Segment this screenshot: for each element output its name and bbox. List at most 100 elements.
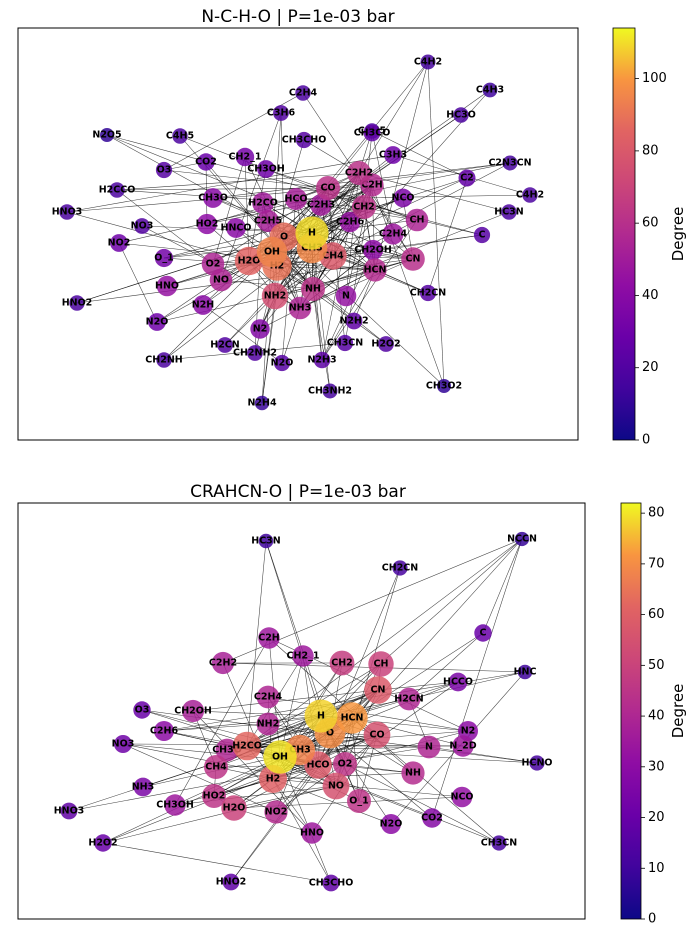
node-label: CH4: [205, 762, 227, 773]
node-label: N2H3: [307, 355, 336, 366]
network-node: C2: [458, 169, 476, 187]
node-label: CH2OH: [354, 245, 392, 256]
network-edge: [122, 743, 337, 787]
node-marker: [501, 204, 517, 220]
node-label: CH2OH: [174, 706, 212, 717]
node-label: O: [326, 728, 334, 739]
node-label: N2H4: [247, 398, 277, 409]
panel-1-colorbar-label: Degree: [669, 207, 687, 262]
network-node: HNO3: [52, 204, 82, 220]
network-edge: [345, 172, 360, 297]
node-marker: [322, 383, 338, 399]
network-panel-2: CRAHCN-O | P=1e-03 bar NCCNHNCHC3NHCNOCH…: [17, 482, 687, 927]
node-label: NH2: [264, 291, 287, 302]
node-label: NO: [328, 781, 344, 792]
network-node: CH3OH: [156, 794, 194, 816]
network-node: N2H4: [247, 395, 277, 411]
node-label: NH: [305, 284, 321, 295]
node-label: HNO2: [62, 298, 93, 309]
panel-1-title: N-C-H-O | P=1e-03 bar: [201, 7, 394, 27]
node-marker: [452, 735, 474, 757]
colorbar-tick-label: 20: [648, 810, 665, 825]
node-marker: [384, 146, 402, 164]
panel-2-colorbar-label: Degree: [669, 684, 687, 739]
network-edge: [320, 538, 523, 717]
node-marker: [273, 105, 289, 121]
node-marker: [529, 755, 545, 771]
network-node: CH3O2: [426, 379, 462, 393]
node-marker: [336, 334, 354, 352]
node-label: HCNO: [522, 758, 553, 769]
network-node: CN: [401, 247, 425, 271]
node-marker: [347, 789, 371, 813]
node-label: HC3N: [494, 207, 524, 218]
node-label: CH2NH: [145, 355, 182, 366]
network-node: N2O5: [92, 128, 122, 142]
network-node: CH2_1: [229, 147, 261, 167]
node-marker: [322, 874, 340, 892]
node-marker: [217, 337, 233, 353]
network-node: CO2: [195, 153, 217, 171]
network-node: HCNO: [522, 755, 553, 771]
node-marker: [264, 800, 288, 824]
network-node: HCO: [285, 188, 308, 210]
node-marker: [148, 313, 166, 331]
node-marker: [437, 379, 451, 393]
node-marker: [247, 345, 263, 361]
network-edge: [76, 258, 414, 304]
node-marker: [451, 786, 473, 808]
colorbar-tick-label: 50: [648, 658, 665, 673]
node-marker: [154, 248, 174, 268]
node-label: C2N3CN: [488, 158, 531, 169]
network-edge: [122, 743, 277, 813]
node-label: CH2CN: [410, 288, 447, 299]
node-marker: [100, 128, 114, 142]
network-edge: [482, 538, 523, 634]
panel-1-colorbar: 0 20 40 60 80 100 Degree: [612, 27, 687, 448]
node-label: HC3N: [251, 536, 281, 547]
node-label: CH3OH: [156, 800, 194, 811]
network-node: HC3N: [251, 533, 281, 549]
network-node: CH: [368, 651, 394, 677]
network-node: CH3OH: [247, 160, 285, 178]
network-edge: [174, 785, 337, 806]
node-label: CH3: [289, 745, 311, 756]
node-label: CH2: [353, 202, 375, 213]
network-edge: [66, 154, 394, 213]
panel-1-frame: [17, 27, 579, 441]
node-marker: [221, 795, 247, 821]
node-label: O3: [157, 165, 172, 176]
network-edge: [321, 219, 418, 361]
node-label: C4H2: [414, 57, 442, 68]
node-marker: [197, 153, 215, 171]
network-node: HNCO: [221, 218, 251, 238]
node-label: HNO: [300, 828, 324, 839]
network-node: O3: [133, 701, 151, 719]
network-edge: [220, 112, 282, 281]
node-label: C2H6: [336, 217, 365, 228]
network-node: NH2: [261, 282, 289, 310]
node-marker: [295, 216, 329, 250]
network-edge: [431, 538, 523, 819]
node-label: HCCO: [443, 677, 473, 688]
node-label: C2H6: [150, 726, 179, 737]
network-node: C4H3: [476, 82, 504, 98]
network-edge: [276, 265, 387, 345]
node-marker: [156, 275, 178, 297]
node-label: CH3CN: [327, 338, 364, 349]
node-marker: [453, 107, 469, 123]
node-label: C: [480, 628, 487, 639]
network-edge: [224, 184, 373, 346]
node-marker: [193, 295, 213, 315]
network-node: N2H3: [307, 351, 337, 369]
node-label: C2H4: [379, 229, 408, 240]
colorbar-tick-label: 20: [642, 360, 659, 375]
node-marker: [254, 395, 270, 411]
network-node: HO2: [196, 213, 218, 235]
node-marker: [502, 155, 518, 171]
network-edge: [246, 540, 267, 747]
node-label: NCCN: [507, 534, 537, 545]
node-marker: [211, 651, 235, 675]
node-marker: [517, 664, 533, 680]
